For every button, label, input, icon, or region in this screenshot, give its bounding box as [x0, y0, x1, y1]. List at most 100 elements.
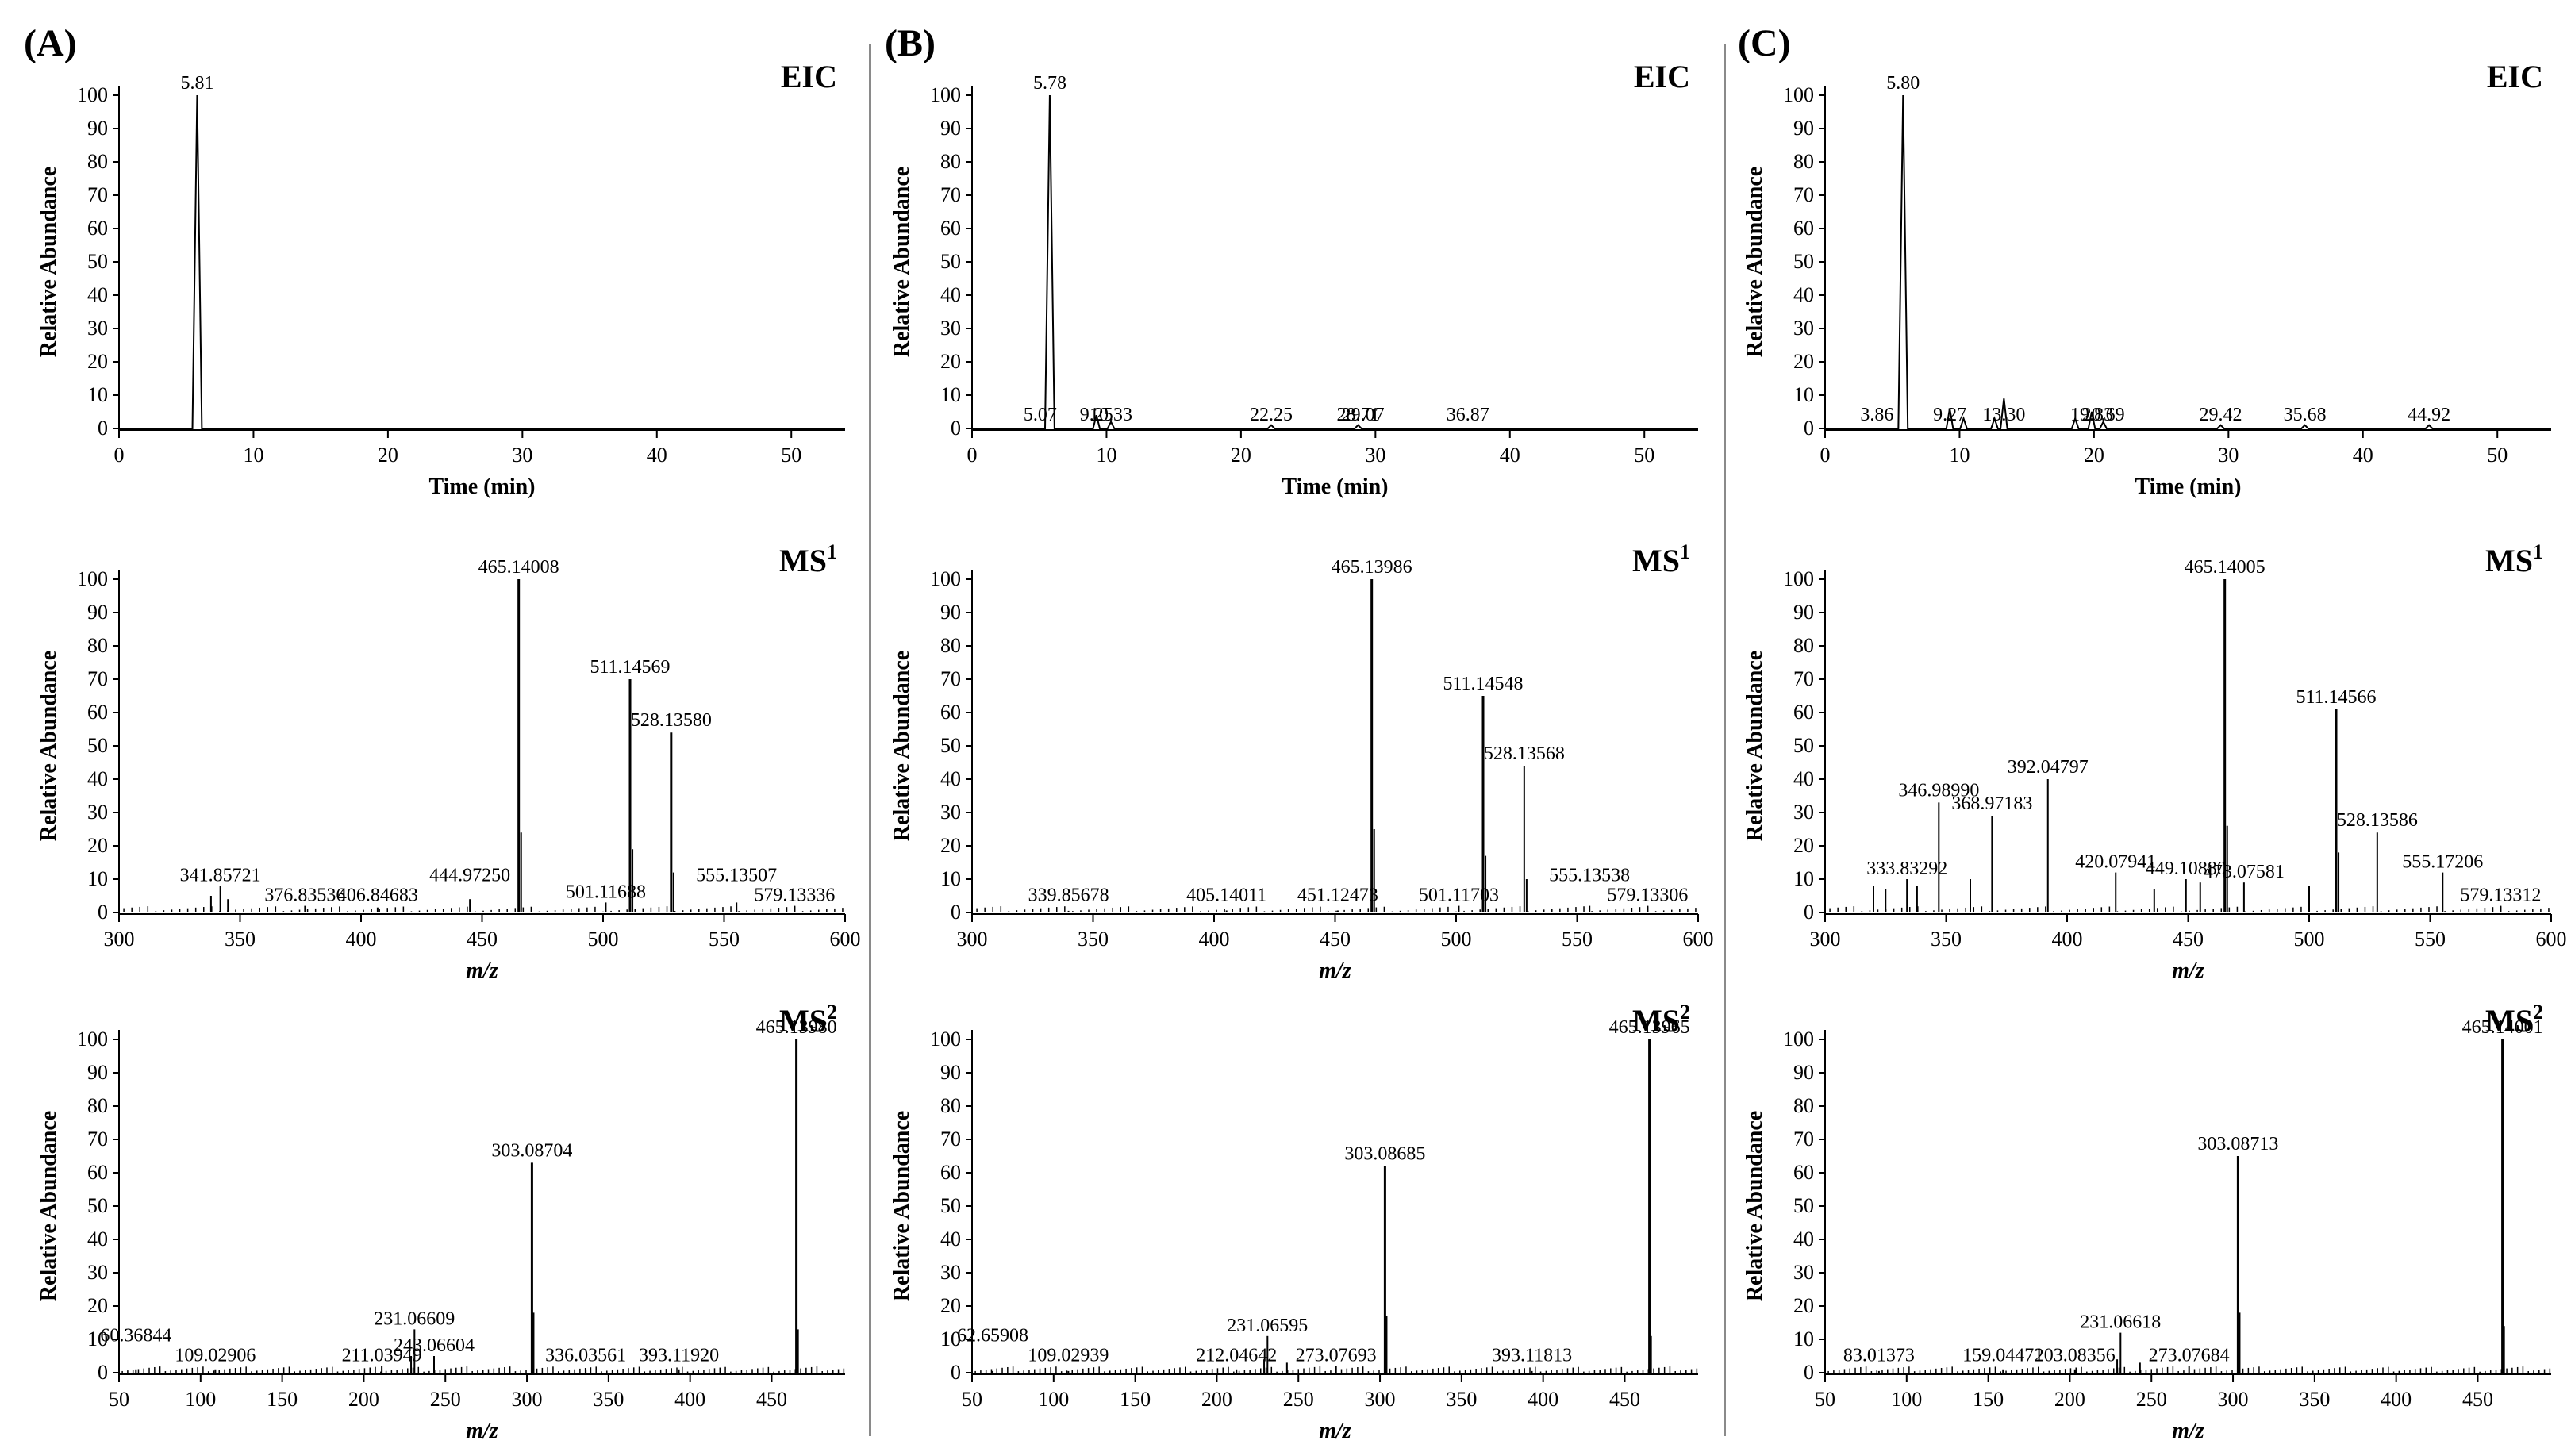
y-tick-label: 0	[98, 417, 108, 440]
peak-label: 465.14008	[478, 557, 559, 578]
peak-label: 473.07581	[2204, 862, 2285, 882]
y-tick-label: 0	[1804, 417, 1814, 440]
eic-trace	[119, 95, 845, 428]
x-axis-label: m/z	[466, 959, 498, 983]
y-tick-label: 60	[1793, 1161, 1814, 1184]
y-tick-label: 0	[951, 1361, 961, 1384]
y-tick-label: 50	[1793, 250, 1814, 273]
y-tick-label: 90	[1793, 1061, 1814, 1084]
peak-label: 10.33	[1090, 405, 1132, 425]
y-tick-label: 90	[1793, 601, 1814, 624]
y-tick-label: 90	[940, 601, 961, 624]
peak-label: 368.97183	[1951, 793, 2032, 814]
eic-trace	[1825, 95, 2551, 428]
chart-title: MS1	[779, 540, 837, 578]
y-tick-label: 10	[940, 383, 961, 406]
peak-label: 465.13986	[1332, 557, 1412, 578]
x-tick-label: 300	[957, 928, 988, 951]
y-tick-label: 0	[98, 901, 108, 924]
peak-label: 393.11813	[1492, 1346, 1572, 1366]
y-tick-label: 100	[1783, 1028, 1814, 1051]
y-tick-label: 30	[940, 317, 961, 340]
x-tick-label: 0	[114, 444, 125, 467]
peak-label: 511.14548	[1443, 674, 1523, 694]
y-tick-label: 90	[87, 117, 108, 140]
peak-label: 211.03949	[342, 1346, 422, 1366]
peak-label: 273.07693	[1296, 1346, 1377, 1366]
peak-label: 109.02939	[1028, 1346, 1109, 1366]
y-tick-label: 40	[940, 1227, 961, 1250]
panel-label: (A)	[24, 22, 77, 64]
x-tick-label: 200	[1201, 1388, 1232, 1411]
peak-label: 29.42	[2200, 405, 2242, 425]
peak-label: 465.14005	[2185, 557, 2265, 578]
peak-label: 376.83536	[264, 886, 345, 906]
y-tick-label: 40	[87, 1227, 108, 1250]
y-tick-label: 40	[1793, 767, 1814, 790]
y-tick-label: 80	[1793, 634, 1814, 657]
peak-label: 44.92	[2408, 405, 2450, 425]
x-tick-label: 50	[781, 444, 801, 467]
x-tick-label: 550	[2415, 928, 2446, 951]
x-axis-label: m/z	[1319, 1419, 1351, 1443]
y-tick-label: 10	[1793, 867, 1814, 890]
y-tick-label: 20	[1793, 350, 1814, 373]
y-axis-label: Relative Abundance	[37, 167, 61, 357]
y-tick-label: 0	[951, 417, 961, 440]
eic-trace	[972, 95, 1698, 428]
y-tick-label: 80	[1793, 1094, 1814, 1117]
chart-title: MS1	[1632, 540, 1690, 578]
peak-label: 579.13312	[2460, 886, 2541, 906]
x-tick-label: 350	[1078, 928, 1109, 951]
x-tick-label: 600	[2536, 928, 2567, 951]
y-tick-label: 60	[87, 1161, 108, 1184]
y-tick-label: 70	[940, 667, 961, 690]
x-axis-label: Time (min)	[428, 474, 535, 499]
x-tick-label: 100	[1038, 1388, 1069, 1411]
peak-label: 392.04797	[2008, 757, 2089, 778]
x-tick-label: 30	[512, 444, 532, 467]
y-tick-label: 50	[87, 734, 108, 757]
peak-label: 528.13580	[631, 710, 712, 731]
x-tick-label: 350	[225, 928, 256, 951]
x-tick-label: 250	[430, 1388, 461, 1411]
x-axis-label: Time (min)	[2135, 474, 2241, 499]
x-tick-label: 450	[2462, 1388, 2493, 1411]
peak-label: 5.07	[1024, 405, 1057, 425]
peak-label: 444.97250	[429, 865, 510, 886]
peak-label: 212.04642	[1196, 1346, 1277, 1366]
x-tick-label: 10	[1096, 444, 1116, 467]
x-tick-label: 400	[346, 928, 377, 951]
y-tick-label: 90	[940, 1061, 961, 1084]
x-tick-label: 0	[1820, 444, 1831, 467]
y-tick-label: 70	[1793, 667, 1814, 690]
y-tick-label: 10	[1793, 383, 1814, 406]
y-tick-label: 30	[87, 1261, 108, 1284]
x-axis-label: m/z	[2172, 1419, 2204, 1443]
y-axis-label: Relative Abundance	[890, 167, 914, 357]
x-tick-label: 350	[1446, 1388, 1477, 1411]
y-tick-label: 40	[940, 283, 961, 306]
y-tick-label: 0	[98, 1361, 108, 1384]
x-tick-label: 500	[588, 928, 619, 951]
y-tick-label: 30	[87, 801, 108, 824]
x-axis-label: m/z	[1319, 959, 1351, 983]
x-tick-label: 300	[104, 928, 135, 951]
y-tick-label: 0	[1804, 1361, 1814, 1384]
y-tick-label: 100	[930, 567, 961, 590]
peak-label: 465.13980	[756, 1017, 837, 1038]
y-tick-label: 20	[87, 1294, 108, 1317]
x-tick-label: 10	[243, 444, 263, 467]
y-tick-label: 70	[940, 183, 961, 206]
x-tick-label: 150	[1120, 1388, 1151, 1411]
peak-label: 29.07	[1342, 405, 1385, 425]
x-tick-label: 250	[2136, 1388, 2167, 1411]
y-tick-label: 10	[87, 383, 108, 406]
peak-label: 109.02906	[175, 1346, 256, 1366]
peak-label: 405.14011	[1186, 886, 1266, 906]
y-tick-label: 40	[1793, 1227, 1814, 1250]
